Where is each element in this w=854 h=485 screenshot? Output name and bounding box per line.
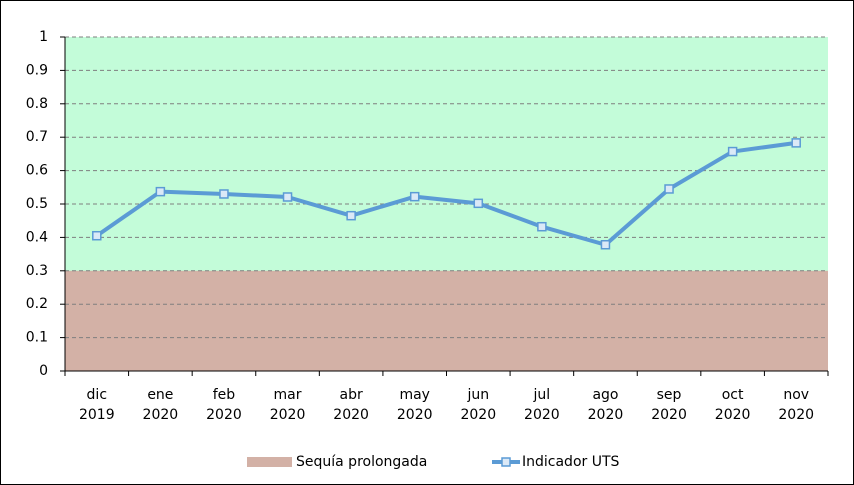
x-tick-label: jul — [533, 387, 551, 403]
x-tick-label: sep — [657, 387, 682, 403]
x-tick-label: nov — [783, 387, 809, 403]
y-tick-label: 0.6 — [26, 163, 48, 179]
x-tick-label: mar — [274, 387, 302, 403]
legend-marker — [501, 457, 511, 467]
x-tick-label: feb — [213, 387, 236, 403]
x-tick-label: 2020 — [778, 407, 814, 423]
y-tick-label: 1 — [39, 29, 48, 45]
y-tick-label: 0.1 — [26, 330, 48, 346]
y-tick-label: 0.4 — [26, 229, 48, 245]
data-point — [537, 221, 547, 232]
data-point — [791, 138, 801, 148]
x-tick-label: 2020 — [397, 407, 433, 423]
data-point — [473, 198, 484, 209]
y-tick-label: 0 — [39, 363, 48, 379]
series-line — [95, 140, 797, 247]
x-tick-label: 2020 — [715, 407, 751, 423]
x-tick-label: 2020 — [524, 407, 560, 423]
x-tick-label: dic — [87, 387, 107, 403]
data-point — [409, 191, 420, 202]
x-tick-label: 2020 — [270, 407, 306, 423]
legend-label: Indicador UTS — [522, 454, 620, 470]
x-tick-label: abr — [340, 387, 363, 403]
x-tick-label: jun — [466, 387, 489, 403]
y-tick-label: 0.8 — [26, 96, 48, 112]
x-tick-label: 2020 — [588, 407, 624, 423]
y-tick-label: 0.7 — [26, 129, 48, 145]
data-point — [219, 189, 229, 199]
x-tick-label: 2019 — [79, 407, 115, 423]
x-tick-label: may — [399, 387, 430, 403]
data-point — [727, 146, 738, 157]
y-tick-label: 0.9 — [26, 62, 48, 78]
x-tick-label: 2020 — [651, 407, 687, 423]
data-point — [600, 239, 611, 250]
data-point — [664, 184, 674, 194]
legend-swatch — [247, 457, 292, 467]
legend-label: Sequía prolongada — [296, 454, 427, 470]
data-point — [346, 210, 356, 221]
data-point — [92, 230, 102, 241]
y-tick-label: 0.5 — [26, 196, 48, 212]
x-tick-label: ene — [147, 387, 173, 403]
x-tick-label: ago — [592, 387, 618, 403]
data-point — [282, 192, 293, 202]
band — [65, 270, 828, 371]
data-point — [155, 186, 166, 197]
y-tick-label: 0.3 — [26, 263, 48, 279]
x-tick-label: oct — [722, 387, 744, 403]
x-tick-label: 2020 — [333, 407, 369, 423]
x-tick-label: 2020 — [206, 407, 242, 423]
y-tick-label: 0.2 — [26, 296, 48, 312]
x-tick-label: 2020 — [460, 407, 496, 423]
x-tick-label: 2020 — [143, 407, 179, 423]
